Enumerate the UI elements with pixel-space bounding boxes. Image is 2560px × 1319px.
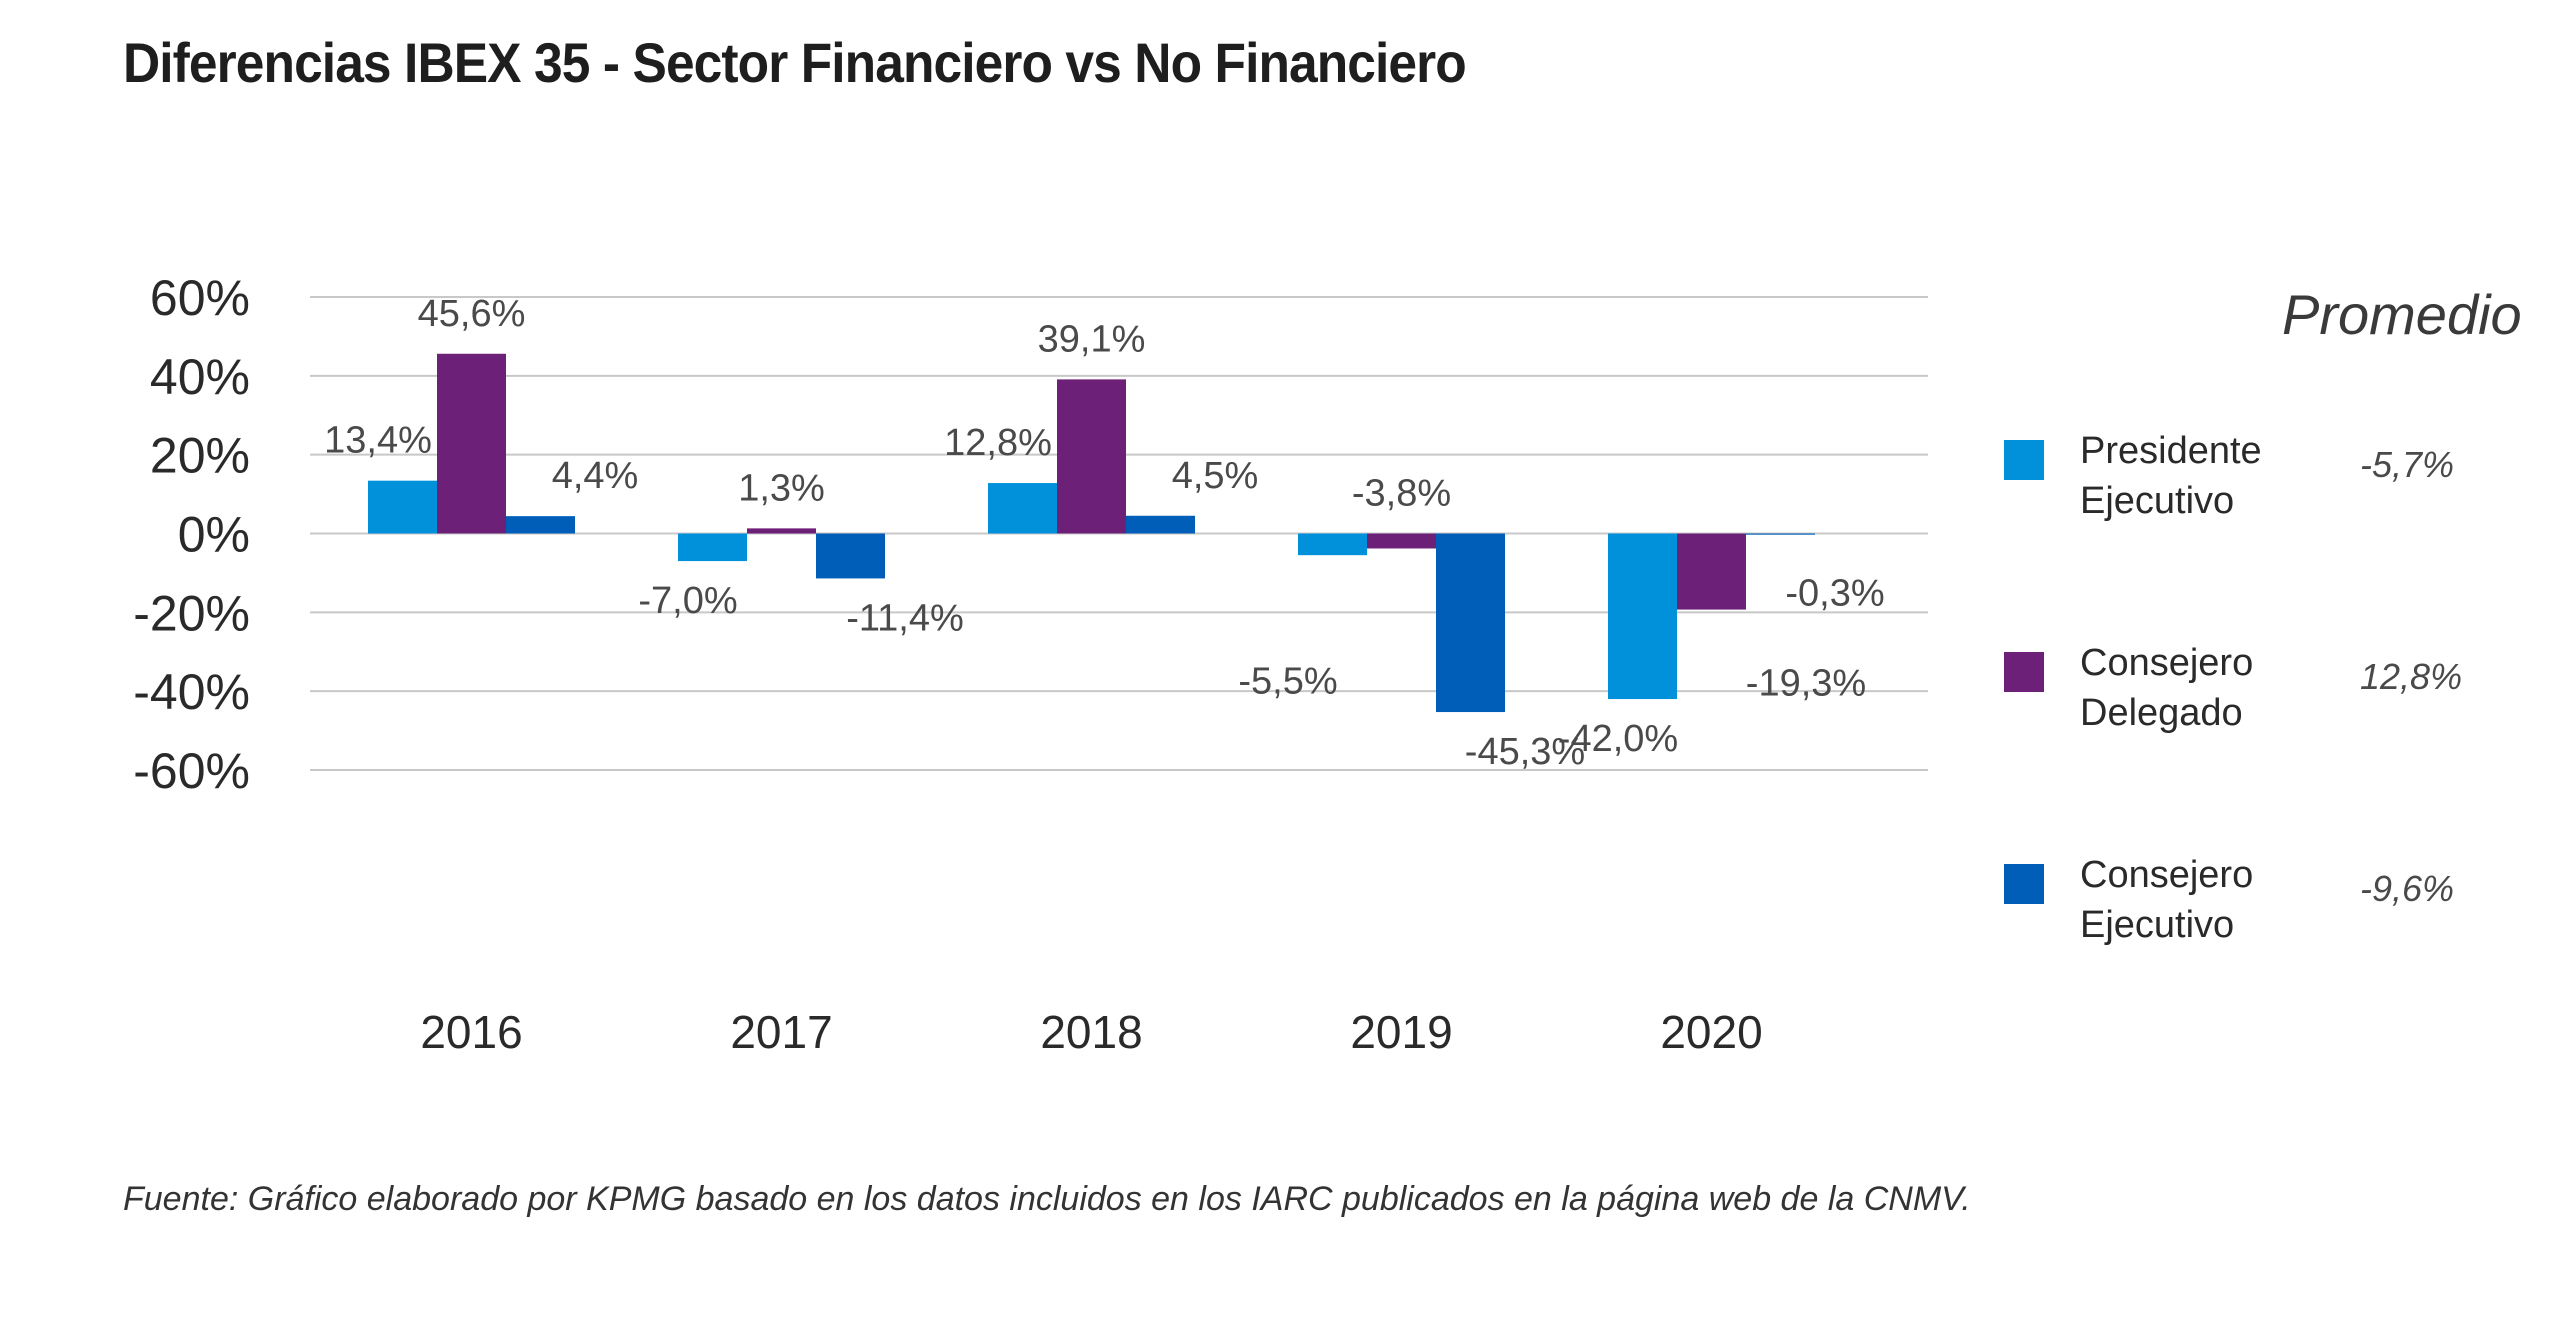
y-tick-label: 40% bbox=[150, 349, 250, 405]
source-footnote: Fuente: Gráfico elaborado por KPMG basad… bbox=[123, 1180, 1971, 1218]
bars bbox=[368, 353, 1815, 713]
legend-label: Consejero Delegado bbox=[2080, 642, 2254, 734]
data-label: 45,6% bbox=[418, 293, 526, 335]
bar-consejero-ejecutivo-2016 bbox=[506, 516, 575, 534]
legend-average: -5,7% bbox=[2360, 444, 2455, 485]
legend-average: -9,6% bbox=[2360, 868, 2455, 909]
y-axis: 60% 40% 20% 0% -20% -40% -60% bbox=[133, 270, 250, 799]
bar-consejero-ejecutivo-2020 bbox=[1746, 533, 1815, 535]
data-label: 13,4% bbox=[324, 420, 432, 462]
data-label: 12,8% bbox=[944, 422, 1052, 464]
data-label: -42,0% bbox=[1558, 718, 1678, 760]
data-label: -0,3% bbox=[1785, 573, 1884, 615]
legend-item-consejero-delegado: Consejero Delegado 12,8% bbox=[1990, 642, 2530, 754]
legend-average: 12,8% bbox=[2360, 656, 2463, 697]
legend-label: Presidente Ejecutivo bbox=[2080, 430, 2262, 522]
legend-swatch bbox=[2004, 864, 2044, 904]
y-tick-label: -60% bbox=[133, 743, 250, 799]
data-label: -45,3% bbox=[1465, 731, 1585, 773]
data-label: -11,4% bbox=[846, 597, 964, 639]
legend-item-consejero-ejecutivo: Consejero Ejecutivo -9,6% bbox=[1990, 854, 2530, 966]
x-tick-label: 2018 bbox=[1040, 1006, 1142, 1058]
y-tick-label: -40% bbox=[133, 664, 250, 720]
bar-presidente-ejecutivo-2020 bbox=[1608, 533, 1677, 700]
y-tick-label: 20% bbox=[150, 428, 250, 484]
legend-item-presidente-ejecutivo: Presidente Ejecutivo -5,7% bbox=[1990, 430, 2530, 542]
chart-title: Diferencias IBEX 35 - Sector Financiero … bbox=[123, 31, 1467, 94]
legend-swatch bbox=[2004, 440, 2044, 480]
data-label: 39,1% bbox=[1038, 318, 1146, 360]
bar-presidente-ejecutivo-2017 bbox=[678, 533, 747, 562]
data-label: -19,3% bbox=[1746, 663, 1866, 705]
y-tick-label: 0% bbox=[178, 507, 250, 563]
x-tick-label: 2020 bbox=[1660, 1006, 1762, 1058]
bar-consejero-delegado-2018 bbox=[1057, 379, 1126, 534]
bar-consejero-ejecutivo-2019 bbox=[1436, 533, 1505, 713]
bar-presidente-ejecutivo-2018 bbox=[988, 483, 1057, 534]
data-label: -5,5% bbox=[1238, 661, 1337, 703]
bar-presidente-ejecutivo-2019 bbox=[1298, 533, 1367, 556]
data-label: 4,4% bbox=[552, 455, 639, 497]
y-tick-label: -20% bbox=[133, 585, 250, 641]
legend-label: Consejero Ejecutivo bbox=[2080, 854, 2254, 946]
x-tick-label: 2016 bbox=[420, 1006, 522, 1058]
bar-consejero-delegado-2019 bbox=[1367, 533, 1436, 549]
y-tick-label: 60% bbox=[150, 270, 250, 326]
bar-consejero-ejecutivo-2017 bbox=[816, 533, 885, 579]
x-tick-label: 2017 bbox=[730, 1006, 832, 1058]
x-tick-label: 2019 bbox=[1350, 1006, 1452, 1058]
data-labels: 13,4% 45,6% 4,4% -7,0% 1,3% -11,4% 12,8% 39,1% 4… bbox=[324, 293, 1885, 773]
data-label: -7,0% bbox=[638, 580, 737, 622]
bar-consejero-delegado-2020 bbox=[1677, 533, 1746, 610]
legend-swatch bbox=[2004, 652, 2044, 692]
data-label: 1,3% bbox=[738, 467, 825, 509]
bar-consejero-delegado-2017 bbox=[747, 528, 816, 534]
bar-consejero-delegado-2016 bbox=[437, 353, 506, 534]
x-axis: 2016 2017 2018 2019 2020 bbox=[420, 1006, 1762, 1058]
bar-presidente-ejecutivo-2016 bbox=[368, 480, 437, 534]
data-label: 4,5% bbox=[1172, 455, 1259, 497]
legend-average-heading: Promedio bbox=[2282, 283, 2522, 346]
bar-consejero-ejecutivo-2018 bbox=[1126, 515, 1195, 534]
data-label: -3,8% bbox=[1352, 473, 1451, 515]
